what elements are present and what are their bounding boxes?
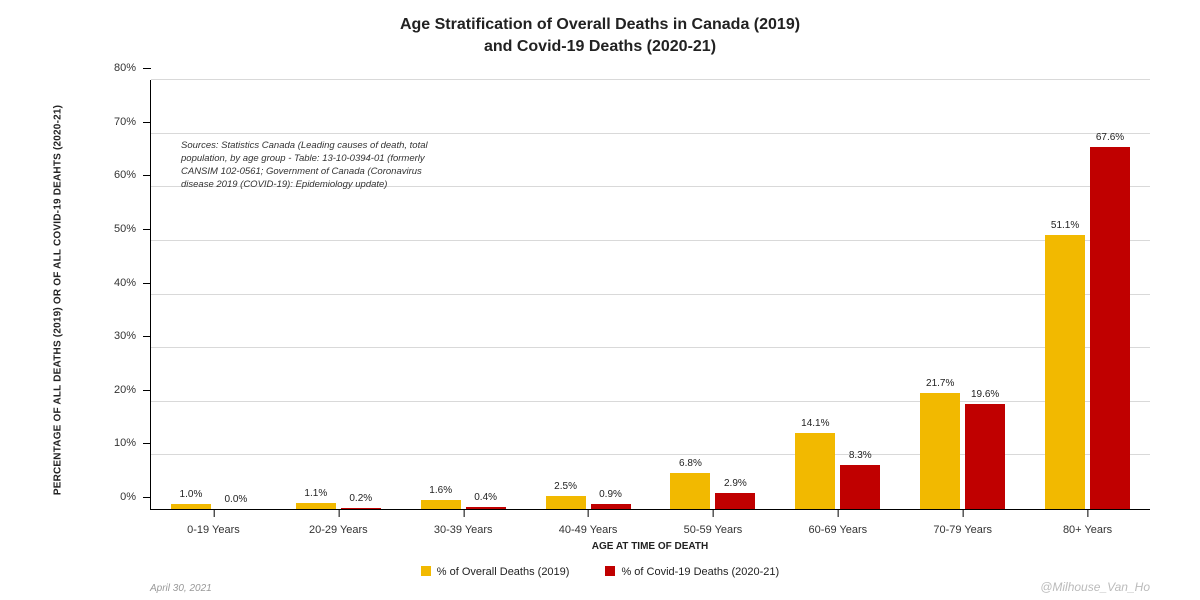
source-note: Sources: Statistics Canada (Leading caus… [181, 140, 431, 191]
bar-overall-deaths: 51.1% [1045, 235, 1085, 509]
y-tick-label: 50% [114, 223, 151, 235]
bar-value-label: 51.1% [1051, 220, 1079, 231]
bar-value-label: 1.0% [180, 489, 203, 500]
bar-overall-deaths: 21.7% [920, 393, 960, 509]
bar-value-label: 0.2% [349, 493, 372, 504]
y-axis-label: PERCENTAGE OF ALL DEATHS (2019) OR OF AL… [53, 105, 64, 495]
footer-date: April 30, 2021 [150, 583, 212, 594]
bar-value-label: 1.6% [429, 485, 452, 496]
bar-value-label: 2.5% [554, 481, 577, 492]
gridline [151, 294, 1150, 295]
y-tick-label: 20% [114, 384, 151, 396]
chart-title-line1: Age Stratification of Overall Deaths in … [400, 16, 800, 33]
x-tick-label: 20-29 Years [309, 509, 368, 536]
x-tick-label: 80+ Years [1063, 509, 1112, 536]
legend-item: % of Overall Deaths (2019) [421, 566, 570, 578]
bar-covid-deaths: 0.2% [341, 508, 381, 509]
x-tick-label: 50-59 Years [684, 509, 743, 536]
bar-covid-deaths: 2.9% [715, 493, 755, 509]
gridline [151, 133, 1150, 134]
bar-value-label: 21.7% [926, 378, 954, 389]
gridline [151, 401, 1150, 402]
bar-value-label: 0.4% [474, 492, 497, 503]
bar-overall-deaths: 6.8% [670, 473, 710, 509]
legend-label: % of Overall Deaths (2019) [437, 566, 570, 578]
legend-swatch [605, 566, 615, 576]
plot-area: 0%10%20%30%40%50%60%70%80%0-19 Years1.0%… [150, 80, 1150, 510]
bar-value-label: 2.9% [724, 478, 747, 489]
bar-overall-deaths: 1.1% [296, 503, 336, 509]
bar-value-label: 19.6% [971, 389, 999, 400]
bar-value-label: 14.1% [801, 418, 829, 429]
bar-overall-deaths: 1.0% [171, 504, 211, 509]
x-tick-label: 30-39 Years [434, 509, 493, 536]
bar-value-label: 1.1% [304, 488, 327, 499]
legend-item: % of Covid-19 Deaths (2020-21) [605, 566, 779, 578]
bar-overall-deaths: 1.6% [421, 500, 461, 509]
legend: % of Overall Deaths (2019) % of Covid-19 … [0, 566, 1200, 578]
bar-covid-deaths: 67.6% [1090, 147, 1130, 510]
x-axis-label: AGE AT TIME OF DEATH [150, 541, 1150, 552]
chart-title-line2: and Covid-19 Deaths (2020-21) [484, 38, 716, 55]
x-tick-label: 60-69 Years [808, 509, 867, 536]
legend-swatch [421, 566, 431, 576]
bar-overall-deaths: 14.1% [795, 433, 835, 509]
bar-value-label: 0.9% [599, 489, 622, 500]
x-tick-label: 0-19 Years [187, 509, 240, 536]
bar-covid-deaths: 0.9% [591, 504, 631, 509]
bar-covid-deaths: 8.3% [840, 465, 880, 510]
bar-overall-deaths: 2.5% [546, 496, 586, 509]
gridline [151, 347, 1150, 348]
gridline [151, 79, 1150, 80]
bar-value-label: 8.3% [849, 450, 872, 461]
chart-container: Age Stratification of Overall Deaths in … [0, 0, 1200, 600]
bar-value-label: 6.8% [679, 458, 702, 469]
x-tick-label: 70-79 Years [933, 509, 992, 536]
y-tick-label: 80% [114, 62, 151, 74]
chart-title: Age Stratification of Overall Deaths in … [0, 14, 1200, 57]
legend-label: % of Covid-19 Deaths (2020-21) [621, 566, 779, 578]
footer-attribution: @Milhouse_Van_Ho [1040, 580, 1150, 594]
bar-covid-deaths: 0.4% [466, 507, 506, 509]
y-tick-label: 60% [114, 169, 151, 181]
bar-value-label: 67.6% [1096, 132, 1124, 143]
y-tick-label: 40% [114, 277, 151, 289]
gridline [151, 240, 1150, 241]
y-tick-label: 10% [114, 437, 151, 449]
y-tick-label: 30% [114, 330, 151, 342]
y-tick-label: 70% [114, 116, 151, 128]
bar-value-label: 0.0% [224, 494, 247, 505]
y-tick-label: 0% [120, 491, 151, 503]
x-tick-label: 40-49 Years [559, 509, 618, 536]
bar-covid-deaths: 19.6% [965, 404, 1005, 509]
